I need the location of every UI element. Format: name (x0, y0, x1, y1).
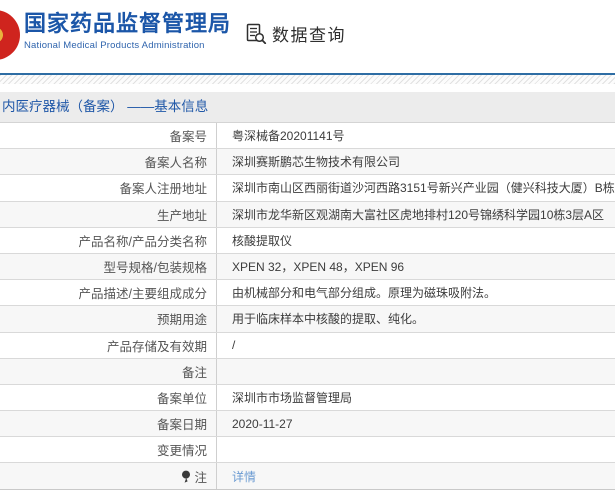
row-value: 用于临床样本中核酸的提取、纯化。 (232, 312, 425, 327)
row-label: 注 (0, 463, 217, 489)
row-label: 预期用途 (0, 306, 217, 332)
national-emblem-icon: ★ (0, 10, 20, 60)
row-value: 深圳市市场监督管理局 (232, 390, 353, 405)
page-title: 内医疗器械（备案） ——基本信息 (0, 92, 615, 122)
nav-data-query[interactable]: 数据查询 (246, 21, 346, 46)
row-label: 生产地址 (0, 201, 217, 227)
brand-logo[interactable]: 国家药品监督管理局 National Medical Products Admi… (24, 11, 231, 51)
table-row: 备案日期 2020-11-27 (0, 411, 615, 438)
striped-band (0, 75, 615, 84)
nav-data-query-label: 数据查询 (272, 26, 346, 45)
table-row: 变更情况 (0, 437, 615, 464)
table-row: 预期用途 用于临床样本中核酸的提取、纯化。 (0, 306, 615, 333)
row-value: 2020-11-27 (232, 416, 293, 431)
row-label: 备案人名称 (0, 149, 217, 175)
table-row: 型号规格/包装规格 XPEN 32，XPEN 48，XPEN 96 (0, 253, 615, 281)
emblem-star-icon: ★ (0, 28, 2, 43)
row-value: 粤深械备20201141号 (232, 129, 345, 144)
row-label: 产品描述/主要组成成分 (0, 280, 217, 306)
header-divider-line (0, 73, 615, 75)
spacer (0, 84, 615, 92)
table-row: 备案人名称 深圳赛斯鹏芯生物技术有限公司 (0, 149, 615, 176)
row-value: 核酸提取仪 (232, 233, 293, 248)
table-row: 生产地址 深圳市龙华新区观湖南大富社区虎地排村120号锦绣科学园10栋3层A区 (0, 201, 615, 228)
table-row: 产品描述/主要组成成分 由机械部分和电气部分组成。原理为磁珠吸附法。 (0, 280, 615, 307)
table-row: 备案单位 深圳市市场监督管理局 (0, 384, 615, 412)
row-value: 深圳市龙华新区观湖南大富社区虎地排村120号锦绣科学园10栋3层A区 (232, 207, 605, 222)
table-row: 产品存储及有效期 / (0, 332, 615, 359)
table-row: 备案人注册地址 深圳市南山区西丽街道沙河西路3151号新兴产业园（健兴科技大厦）… (0, 175, 615, 202)
row-label: 备注 (0, 358, 217, 384)
page-header: ★ 国家药品监督管理局 National Medical Products Ad… (0, 0, 615, 73)
row-value: 详情 (217, 468, 615, 485)
row-label: 产品存储及有效期 (0, 332, 217, 358)
table-row: 产品名称/产品分类名称 核酸提取仪 (0, 227, 615, 254)
row-value: XPEN 32，XPEN 48，XPEN 96 (232, 260, 405, 275)
row-label: 备案号 (0, 123, 217, 149)
row-value: 深圳赛斯鹏芯生物技术有限公司 (232, 155, 401, 170)
table-row: 备注 (0, 358, 615, 385)
row-label: 备案单位 (0, 384, 217, 411)
row-label-text: 注 (194, 470, 207, 485)
row-value: 由机械部分和电气部分组成。原理为磁珠吸附法。 (232, 286, 497, 301)
brand-title-en: National Medical Products Administration (24, 40, 205, 51)
row-value: 深圳市南山区西丽街道沙河西路3151号新兴产业园（健兴科技大厦）B栋503-2 (232, 181, 615, 196)
detail-link[interactable]: 详情 (232, 469, 257, 484)
row-label: 备案人注册地址 (0, 175, 217, 201)
document-search-icon (246, 23, 267, 45)
table-row: 备案号 粤深械备20201141号 (0, 123, 615, 150)
row-label: 变更情况 (0, 437, 217, 463)
row-label: 型号规格/包装规格 (0, 253, 217, 280)
table-row: 注 详情 (0, 463, 615, 490)
registration-info-table: 备案号 粤深械备20201141号 备案人名称 深圳赛斯鹏芯生物技术有限公司 备… (0, 122, 615, 490)
row-label: 备案日期 (0, 411, 217, 437)
row-value: / (232, 338, 236, 353)
brand-title-cn: 国家药品监督管理局 (24, 11, 232, 36)
pin-icon (181, 470, 191, 483)
row-label: 产品名称/产品分类名称 (0, 227, 217, 253)
